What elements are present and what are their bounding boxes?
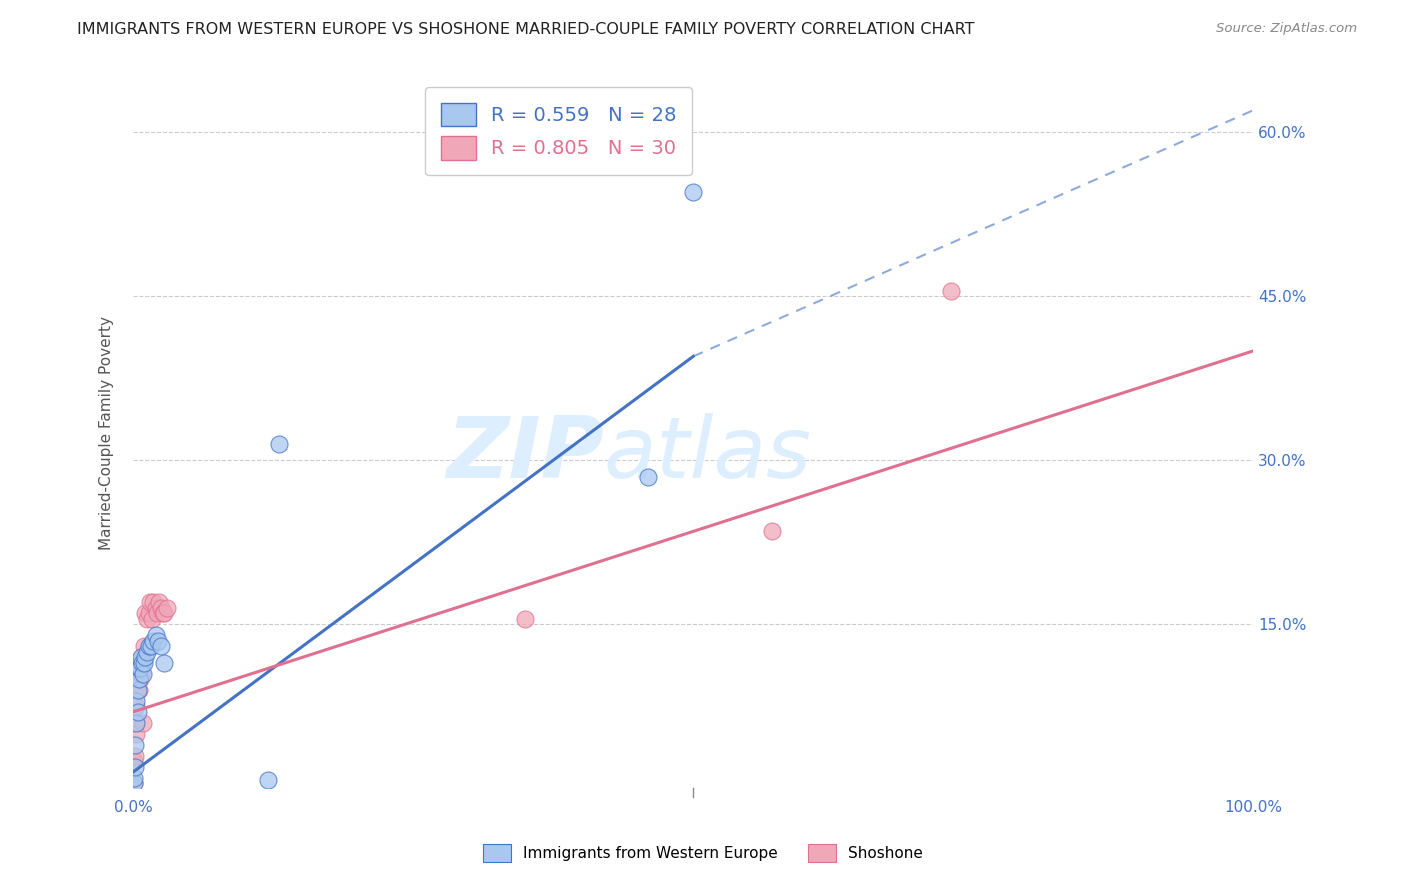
Point bbox=[134, 639, 156, 653]
Point bbox=[141, 612, 163, 626]
Y-axis label: Married-Couple Family Poverty: Married-Couple Family Poverty bbox=[100, 316, 114, 550]
Point bbox=[128, 661, 150, 675]
Text: atlas: atlas bbox=[603, 413, 811, 496]
Point bbox=[128, 683, 150, 698]
Point bbox=[150, 639, 173, 653]
Point bbox=[124, 748, 146, 763]
Point bbox=[127, 705, 149, 719]
Point bbox=[122, 754, 145, 768]
Point bbox=[135, 612, 157, 626]
Point bbox=[153, 607, 176, 621]
Point bbox=[142, 633, 165, 648]
Point bbox=[145, 628, 167, 642]
Point bbox=[131, 650, 153, 665]
Point bbox=[145, 607, 167, 621]
Point bbox=[124, 715, 146, 730]
Point bbox=[125, 699, 148, 714]
Point bbox=[150, 601, 173, 615]
Text: IMMIGRANTS FROM WESTERN EUROPE VS SHOSHONE MARRIED-COUPLE FAMILY POVERTY CORRELA: IMMIGRANTS FROM WESTERN EUROPE VS SHOSHO… bbox=[77, 22, 974, 37]
Legend: Immigrants from Western Europe, Shoshone: Immigrants from Western Europe, Shoshone bbox=[477, 838, 929, 868]
Point bbox=[131, 656, 153, 670]
Point bbox=[515, 612, 537, 626]
Point bbox=[122, 776, 145, 790]
Point bbox=[145, 601, 167, 615]
Point bbox=[138, 607, 160, 621]
Point bbox=[125, 715, 148, 730]
Point bbox=[135, 645, 157, 659]
Text: Source: ZipAtlas.com: Source: ZipAtlas.com bbox=[1216, 22, 1357, 36]
Point bbox=[139, 595, 162, 609]
Point bbox=[256, 772, 278, 787]
Point bbox=[132, 666, 155, 681]
Point bbox=[125, 727, 148, 741]
Point bbox=[124, 738, 146, 752]
Point bbox=[267, 437, 290, 451]
Point bbox=[127, 683, 149, 698]
Point bbox=[134, 656, 156, 670]
Point bbox=[142, 595, 165, 609]
Point bbox=[129, 666, 152, 681]
Point bbox=[761, 524, 783, 539]
Point bbox=[637, 469, 659, 483]
Legend: R = 0.559   N = 28, R = 0.805   N = 30: R = 0.559 N = 28, R = 0.805 N = 30 bbox=[425, 87, 692, 176]
Point bbox=[156, 601, 179, 615]
Point bbox=[153, 656, 176, 670]
Point bbox=[138, 639, 160, 653]
Point bbox=[134, 650, 156, 665]
Point bbox=[122, 771, 145, 785]
Point bbox=[139, 639, 162, 653]
Point bbox=[122, 776, 145, 790]
Point bbox=[152, 607, 174, 621]
Point bbox=[129, 650, 152, 665]
Point bbox=[128, 672, 150, 686]
Point bbox=[134, 607, 156, 621]
Point bbox=[148, 595, 170, 609]
Point bbox=[128, 661, 150, 675]
Point bbox=[146, 633, 169, 648]
Point bbox=[127, 683, 149, 698]
Point bbox=[124, 759, 146, 773]
Point bbox=[682, 186, 704, 200]
Text: ZIP: ZIP bbox=[446, 413, 603, 496]
Point bbox=[128, 661, 150, 675]
Point bbox=[939, 284, 962, 298]
Point bbox=[125, 694, 148, 708]
Point bbox=[128, 672, 150, 686]
Point bbox=[132, 715, 155, 730]
